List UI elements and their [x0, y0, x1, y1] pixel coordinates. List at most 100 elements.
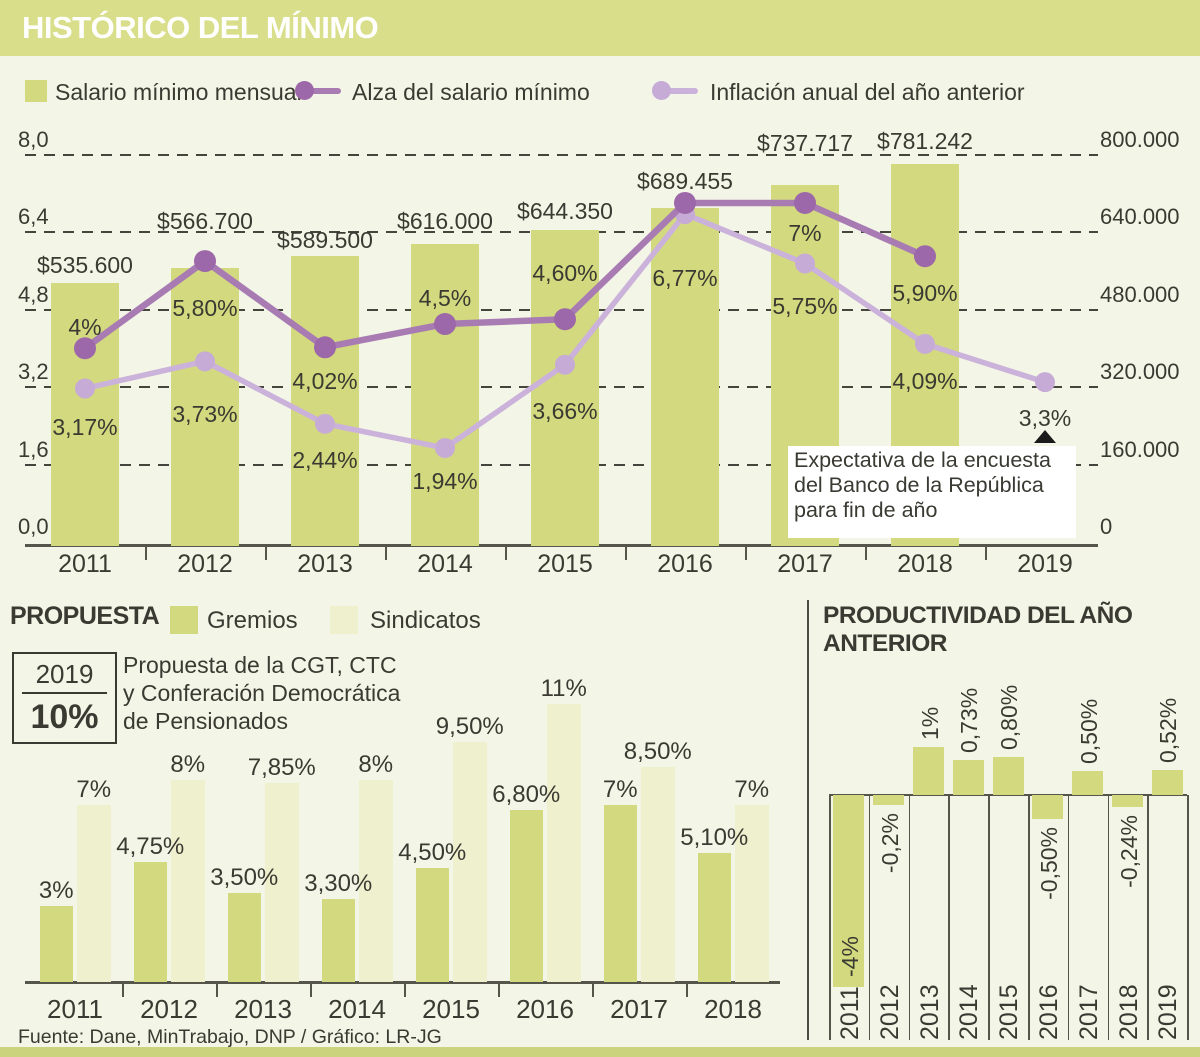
sindicatos-bar-2014 [359, 779, 393, 982]
left-axis-label: 4,8 [18, 281, 49, 307]
inflacion-dot [555, 354, 575, 375]
propuesta-year-label-2013: 2013 [234, 994, 292, 1024]
sindicatos-value-label: 8% [170, 750, 206, 778]
gremios-bar-2017 [603, 804, 637, 982]
sindicatos-bar-2011 [77, 804, 111, 982]
gremios-bar-2013 [227, 893, 261, 982]
salario-value-label: $616.000 [397, 208, 493, 234]
prod-zero-line [829, 794, 1188, 796]
salario-bar-2013 [291, 256, 359, 546]
inflacion-value-label: 3,17% [52, 414, 118, 441]
alza-value-label: 5,80% [172, 295, 238, 322]
sindicatos-bar-2015 [453, 741, 487, 982]
salario-value-label: $737.717 [757, 130, 853, 156]
prod-bar-2011 [833, 795, 865, 987]
prod-value-label: -0,2% [876, 812, 903, 873]
lines-layer [74, 191, 1055, 459]
source-credit: Fuente: Dane, MinTrabajo, DNP / Gráfico:… [18, 1026, 442, 1048]
prod-bar-2018 [1112, 795, 1143, 807]
gremios-value-label: 3,30% [304, 869, 373, 897]
prod-gridline-v [908, 795, 911, 1040]
right-axis-label: 640.000 [1100, 204, 1180, 229]
prod-year-label-2016: 2016 [1034, 984, 1063, 1040]
gridline-8,0 [25, 153, 1098, 156]
inflacion-dot [75, 378, 95, 399]
prod-value-label: 0,50% [1075, 698, 1102, 764]
gremios-bar-2011 [39, 906, 73, 982]
sindicatos-bar-2018 [735, 804, 769, 982]
prod-value-label: -0,50% [1035, 827, 1062, 900]
propuesta-year-label-2015: 2015 [422, 994, 480, 1024]
prod-value-label: -4% [836, 936, 863, 977]
year-label-2012: 2012 [177, 550, 233, 578]
sindicatos-value-label: 8% [358, 750, 394, 778]
prod-gridline-v [948, 795, 950, 1040]
prod-year-label-2019: 2019 [1154, 984, 1183, 1040]
gremios-value-label: 7% [602, 775, 638, 803]
inflacion-value-label: 2,44% [292, 446, 358, 473]
right-axis-label: 800.000 [1100, 126, 1180, 152]
year-label-2019: 2019 [1017, 550, 1073, 578]
alza-legend-marker [295, 80, 345, 102]
alza-value-label: 4,02% [292, 368, 358, 395]
prod-bar-2014 [952, 759, 984, 795]
year-label-2014: 2014 [417, 550, 473, 578]
propuesta-x-axis-tick [686, 982, 688, 997]
right-axis-label: 0 [1100, 514, 1113, 539]
inflacion-legend-label: Inflación anual del año anterior [710, 79, 1025, 105]
gremios-bar-2016 [509, 809, 543, 982]
inflacion-value-label: 3,66% [532, 397, 598, 424]
sindicatos-bar-2012 [171, 779, 205, 982]
sindicatos-value-label: 11% [540, 674, 587, 702]
box-pct: 10% [30, 698, 99, 736]
sindicatos-bar-2013 [265, 783, 299, 982]
gremios-value-label: 4,50% [398, 839, 467, 867]
prod-gridline-v [988, 795, 990, 1040]
productividad-title-line1: PRODUCTIVIDAD DEL AÑO [823, 602, 1133, 629]
propuesta-x-axis-tick [122, 982, 124, 997]
propuesta-year-label-2012: 2012 [140, 994, 198, 1024]
gremios-bar-2015 [415, 868, 449, 982]
gremios-bar-2018 [697, 852, 731, 982]
prod-value-label: -0,24% [1115, 814, 1142, 888]
salario-value-label: $689.455 [637, 168, 733, 194]
prod-year-label-2017: 2017 [1074, 984, 1103, 1040]
inflacion-value-label: 5,75% [772, 293, 838, 320]
sindicatos-value-label: 8,50% [623, 737, 692, 765]
salario-value-label: $566.700 [157, 208, 253, 234]
x-axis-tick [505, 545, 507, 560]
right-axis-label: 160.000 [1100, 436, 1180, 462]
propuesta-year-label-2018: 2018 [704, 994, 762, 1024]
salario-bar-2016 [651, 208, 719, 546]
right-axis-label: 320.000 [1100, 359, 1180, 384]
sindicatos-legend-label: Sindicatos [370, 607, 481, 634]
sindicatos-bar-2016 [547, 703, 581, 982]
section-divider [807, 600, 809, 1040]
year-label-2013: 2013 [297, 550, 353, 578]
annotation-line: para fin de año [794, 498, 938, 522]
left-axis-label: 3,2 [18, 359, 49, 384]
sindicatos-value-label: 7% [76, 775, 112, 803]
salario-legend-label: Salario mínimo mensual [55, 79, 302, 105]
sindicatos-bar-2017 [641, 766, 675, 982]
alza-dot [434, 313, 456, 336]
prod-bar-2013 [913, 747, 944, 795]
prod-year-label-2014: 2014 [955, 984, 984, 1040]
inflacion-dot [195, 351, 215, 372]
header-bar: HISTÓRICO DEL MÍNIMO [0, 0, 1200, 56]
box-divider [22, 692, 107, 694]
prod-gridline-v [1107, 795, 1110, 1040]
gremios-bar-2014 [321, 898, 355, 982]
salario-value-label: $535.600 [37, 252, 133, 278]
gremios-legend-swatch [170, 606, 198, 634]
propuesta-2019-box: 2019 10% [12, 652, 117, 744]
propuesta-x-axis-tick [404, 982, 406, 997]
propuesta-x-axis [25, 981, 780, 984]
x-axis-tick [625, 545, 627, 560]
inflacion-value-label: 3,3% [1018, 405, 1072, 432]
x-axis-tick [265, 545, 267, 560]
propuesta-x-axis-tick [592, 982, 594, 997]
prod-value-label: 0,73% [956, 687, 983, 753]
inflacion-dot [915, 333, 935, 354]
